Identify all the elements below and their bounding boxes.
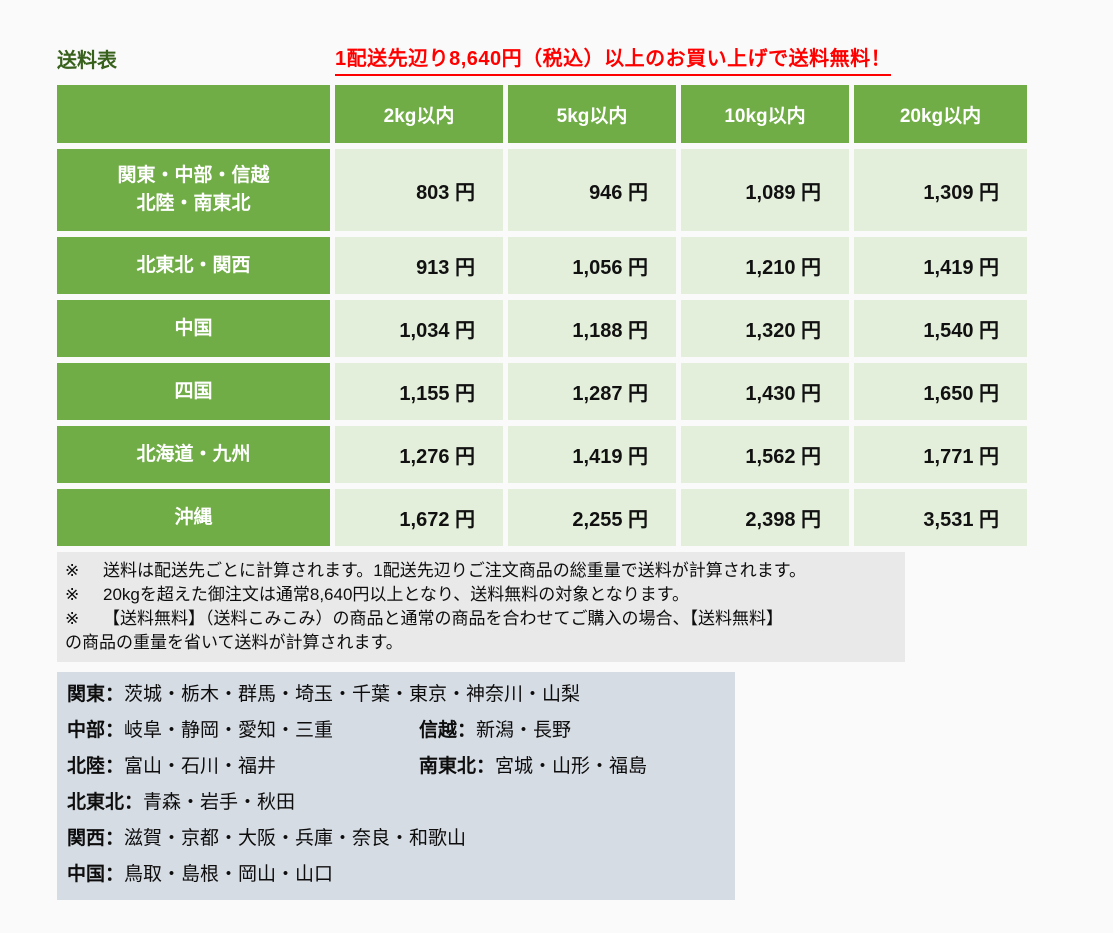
fee-cell: 913 円	[335, 237, 503, 294]
fee-cell: 2,398 円	[681, 489, 849, 546]
fee-cell: 1,089 円	[681, 149, 849, 231]
note-line: の商品の重量を省いて送料が計算されます。	[65, 631, 897, 655]
fee-cell: 2,255 円	[508, 489, 676, 546]
fee-cell: 1,276 円	[335, 426, 503, 483]
note-marker: ※	[65, 561, 80, 580]
fee-cell: 803 円	[335, 149, 503, 231]
legend-second-segment: 信越：新潟・長野	[419, 713, 571, 749]
column-header-20kg: 20kg以内	[854, 85, 1027, 143]
legend-region-label: 北東北：	[67, 792, 144, 813]
fee-cell: 1,419 円	[854, 237, 1027, 294]
column-header-2kg: 2kg以内	[335, 85, 503, 143]
fee-cell: 1,309 円	[854, 149, 1027, 231]
fee-cell: 1,540 円	[854, 300, 1027, 357]
fee-cell: 1,155 円	[335, 363, 503, 420]
region-legend: 関東：茨城・栃木・群馬・埼玉・千葉・東京・神奈川・山梨 中部：岐阜・静岡・愛知・…	[57, 672, 735, 900]
fee-cell: 946 円	[508, 149, 676, 231]
legend-prefectures: 滋賀・京都・大阪・兵庫・奈良・和歌山	[124, 828, 467, 849]
legend-line-kitatohoku: 北東北：青森・岩手・秋田	[67, 785, 725, 821]
fee-cell: 1,056 円	[508, 237, 676, 294]
legend-region-label: 関東：	[67, 684, 125, 705]
legend-line-kanto: 関東：茨城・栃木・群馬・埼玉・千葉・東京・神奈川・山梨	[67, 677, 725, 713]
legend-prefectures: 鳥取・島根・岡山・山口	[124, 864, 334, 885]
shipping-fee-table: 2kg以内 5kg以内 10kg以内 20kg以内 関東・中部・信越 北陸・南東…	[57, 85, 1027, 546]
row-header-kitatohoku-kansai: 北東北・関西	[57, 237, 330, 294]
fee-cell: 1,210 円	[681, 237, 849, 294]
note-marker: ※	[65, 609, 80, 628]
fee-cell: 1,771 円	[854, 426, 1027, 483]
note-line: ※ 20kgを超えた御注文は通常8,640円以上となり、送料無料の対象となります…	[65, 583, 897, 607]
note-text: 送料は配送先ごとに計算されます。1配送先辺りご注文商品の総重量で送料が計算されま…	[103, 561, 807, 580]
legend-line-kansai: 関西：滋賀・京都・大阪・兵庫・奈良・和歌山	[67, 821, 725, 857]
note-text: の商品の重量を省いて送料が計算されます。	[65, 633, 403, 652]
fee-cell: 1,287 円	[508, 363, 676, 420]
row-header-shikoku: 四国	[57, 363, 330, 420]
legend-region-label: 中部：	[67, 720, 125, 741]
fee-cell: 1,650 円	[854, 363, 1027, 420]
fee-cell: 1,188 円	[508, 300, 676, 357]
legend-prefectures: 富山・石川・福井	[124, 756, 277, 777]
row-header-kanto-chubu: 関東・中部・信越 北陸・南東北	[57, 149, 330, 231]
fee-cell: 1,430 円	[681, 363, 849, 420]
fee-cell: 1,672 円	[335, 489, 503, 546]
legend-region-label: 中国：	[67, 864, 125, 885]
fee-cell: 1,320 円	[681, 300, 849, 357]
note-line: ※ 【送料無料】（送料こみこみ）の商品と通常の商品を合わせてご購入の場合、【送料…	[65, 607, 897, 631]
note-marker: ※	[65, 585, 80, 604]
column-header-10kg: 10kg以内	[681, 85, 849, 143]
legend-prefectures: 新潟・長野	[476, 720, 572, 741]
legend-prefectures: 岐阜・静岡・愛知・三重	[124, 720, 334, 741]
legend-line-chugoku: 中国：鳥取・島根・岡山・山口	[67, 857, 725, 893]
fee-cell: 1,034 円	[335, 300, 503, 357]
row-header-okinawa: 沖縄	[57, 489, 330, 546]
legend-line-hokuriku-minamitohoku: 北陸：富山・石川・福井 南東北：宮城・山形・福島	[67, 749, 725, 785]
legend-region-label: 北陸：	[67, 756, 125, 777]
legend-region-label: 関西：	[67, 828, 125, 849]
legend-prefectures: 茨城・栃木・群馬・埼玉・千葉・東京・神奈川・山梨	[124, 684, 581, 705]
legend-prefectures: 宮城・山形・福島	[495, 756, 648, 777]
table-corner-cell	[57, 85, 330, 143]
note-text: 【送料無料】（送料こみこみ）の商品と通常の商品を合わせてご購入の場合、【送料無料…	[103, 609, 783, 628]
legend-region-label: 南東北：	[419, 756, 496, 777]
legend-prefectures: 青森・岩手・秋田	[143, 792, 296, 813]
fee-cell: 1,562 円	[681, 426, 849, 483]
shipping-notes: ※ 送料は配送先ごとに計算されます。1配送先辺りご注文商品の総重量で送料が計算さ…	[57, 552, 905, 662]
fee-cell: 1,419 円	[508, 426, 676, 483]
note-text: 20kgを超えた御注文は通常8,640円以上となり、送料無料の対象となります。	[103, 585, 690, 604]
free-shipping-notice: 1配送先辺り8,640円（税込）以上のお買い上げで送料無料！	[335, 42, 892, 76]
row-header-chugoku: 中国	[57, 300, 330, 357]
fee-cell: 3,531 円	[854, 489, 1027, 546]
note-line: ※ 送料は配送先ごとに計算されます。1配送先辺りご注文商品の総重量で送料が計算さ…	[65, 559, 897, 583]
legend-second-segment: 南東北：宮城・山形・福島	[419, 749, 647, 785]
column-header-5kg: 5kg以内	[508, 85, 676, 143]
page-title: 送料表	[57, 50, 117, 72]
legend-region-label: 信越：	[419, 720, 477, 741]
row-header-hokkaido-kyushu: 北海道・九州	[57, 426, 330, 483]
legend-line-chubu-shinetsu: 中部：岐阜・静岡・愛知・三重 信越：新潟・長野	[67, 713, 725, 749]
